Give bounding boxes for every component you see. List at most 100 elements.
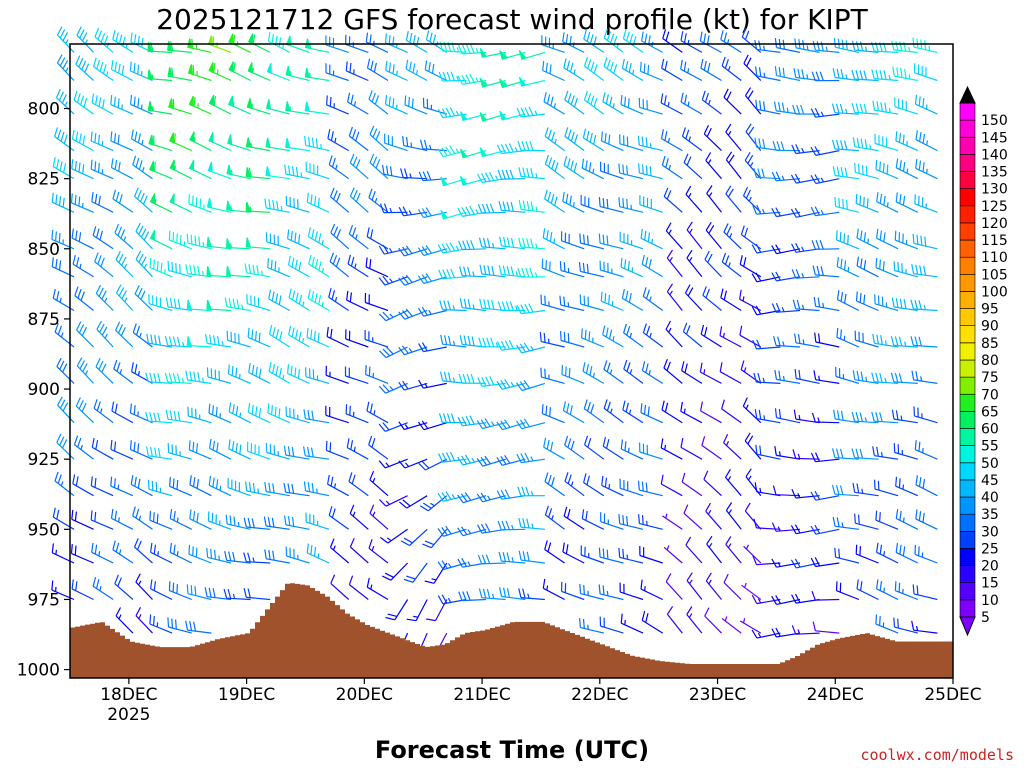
barb-half-feather: [628, 409, 632, 415]
barb-pennant: [147, 101, 154, 112]
barb-half-feather: [606, 590, 609, 596]
barb-feather: [189, 371, 193, 381]
barb-feather: [590, 95, 595, 105]
barb-feather: [287, 483, 291, 494]
wind-barb: [725, 123, 742, 151]
barb-feather: [331, 157, 336, 168]
wind-barb: [328, 287, 350, 312]
barb-feather: [598, 197, 601, 207]
barb-feather: [510, 201, 514, 212]
wind-barb: [75, 55, 95, 81]
barb-staff: [701, 444, 722, 460]
barb-feather: [450, 413, 455, 423]
wind-barb: [700, 324, 722, 348]
wind-barb: [599, 616, 624, 634]
barb-feather: [421, 246, 429, 255]
barb-staff: [346, 299, 369, 312]
barb-staff: [349, 513, 369, 530]
barb-feather: [721, 252, 727, 263]
barb-half-feather: [237, 521, 240, 527]
colorbar-swatch: [959, 273, 976, 292]
barb-staff: [601, 484, 624, 497]
barb-feather: [421, 461, 430, 469]
barb-half-feather: [801, 147, 805, 153]
barb-feather: [425, 245, 432, 254]
barb-feather: [498, 200, 502, 211]
barb-feather: [629, 34, 634, 44]
barb-feather: [480, 419, 487, 428]
barb-staff: [112, 549, 134, 564]
wind-barb: [894, 581, 919, 601]
barb-feather: [115, 321, 121, 331]
barb-half-feather: [820, 210, 824, 215]
barb-staff: [896, 167, 919, 180]
barb-staff: [580, 270, 604, 278]
wind-barb: [417, 306, 447, 317]
wind-barb: [206, 237, 232, 250]
y-tick-label: 975: [28, 590, 60, 610]
credit-text: coolwx.com/models: [860, 746, 1014, 764]
barb-half-feather: [724, 616, 728, 622]
barb-feather: [660, 438, 664, 448]
barb-feather: [521, 486, 526, 496]
barb-pennant: [285, 101, 291, 112]
barb-feather: [91, 437, 95, 448]
barb-feather: [385, 616, 395, 621]
barb-feather: [859, 293, 862, 303]
barb-feather: [425, 207, 432, 217]
barb-feather: [858, 514, 860, 525]
wind-barb: [325, 365, 349, 384]
barb-feather: [775, 207, 781, 217]
barb-feather: [883, 70, 887, 80]
barb-staff: [756, 562, 781, 566]
wind-barb: [851, 69, 879, 82]
x-tick-label: 19DEC: [218, 685, 275, 705]
barb-feather: [543, 332, 546, 343]
wind-barb: [660, 129, 683, 152]
barb-feather: [739, 289, 742, 300]
barb-feather: [382, 348, 391, 357]
barb-feather: [441, 108, 448, 118]
barb-feather: [457, 527, 464, 537]
barb-feather: [606, 59, 611, 69]
barb-half-feather: [667, 137, 670, 143]
barb-half-feather: [923, 305, 926, 310]
barb-feather: [153, 544, 157, 555]
barb-feather: [605, 94, 609, 104]
barb-half-feather: [757, 598, 762, 604]
barb-feather: [855, 193, 858, 204]
barb-feather: [140, 290, 146, 300]
wind-barb: [167, 40, 192, 53]
barb-staff: [620, 591, 644, 601]
wind-barb: [285, 65, 310, 82]
barb-feather: [728, 154, 735, 164]
barb-staff: [776, 211, 801, 218]
barb-feather: [172, 478, 175, 488]
barb-feather: [583, 585, 585, 595]
barb-staff: [623, 332, 644, 348]
barb-feather: [247, 403, 251, 413]
barb-feather: [522, 588, 526, 599]
wind-barb: [110, 158, 134, 180]
wind-barb: [169, 509, 192, 530]
barb-feather: [458, 591, 463, 601]
wind-barb: [167, 617, 192, 634]
barb-feather: [758, 67, 762, 77]
barb-feather: [519, 419, 527, 429]
barb-half-feather: [374, 197, 378, 203]
wind-barb: [814, 332, 840, 348]
barb-feather: [549, 232, 553, 242]
barb-half-feather: [452, 377, 456, 383]
wind-barb: [831, 103, 859, 115]
barb-feather: [774, 369, 777, 380]
barb-feather: [369, 259, 372, 269]
wind-barb: [516, 452, 545, 464]
barb-staff: [443, 562, 467, 571]
barb-feather: [275, 329, 280, 339]
barb-half-feather: [908, 74, 911, 80]
barb-feather: [77, 437, 82, 448]
barb-feather: [114, 403, 118, 414]
barb-staff: [305, 490, 330, 497]
wind-barb: [637, 480, 663, 497]
